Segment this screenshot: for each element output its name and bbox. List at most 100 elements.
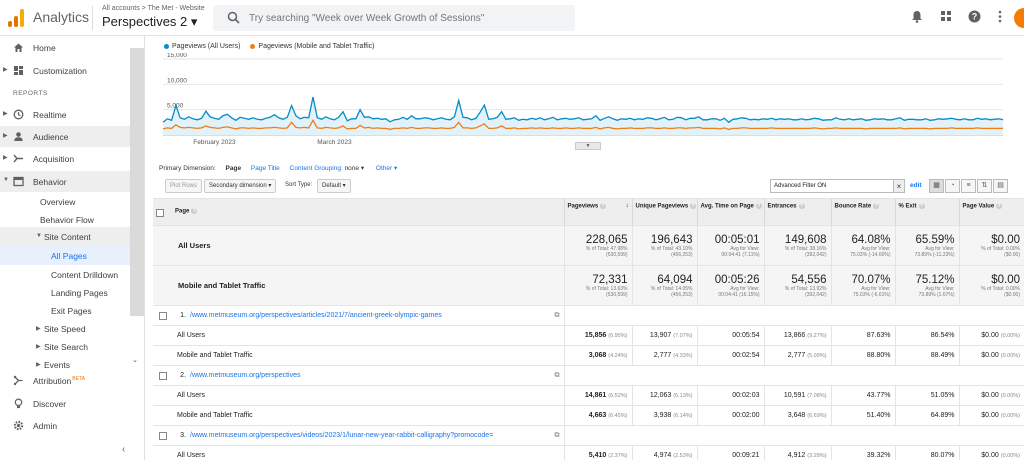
sidebar-item-events[interactable]: ▶ Events	[0, 355, 130, 374]
chart-legend: Pageviews (All Users) Pageviews (Mobile …	[164, 43, 383, 50]
help-icon[interactable]: ?	[996, 203, 1003, 209]
edit-filter-link[interactable]: edit	[910, 182, 922, 189]
pivot-view-icon[interactable]: ▤	[993, 179, 1008, 193]
sidebar-item-overview[interactable]: Overview	[0, 191, 130, 212]
sort-arrow-icon[interactable]: ↓	[625, 203, 629, 209]
apps-grid-icon[interactable]	[938, 10, 954, 26]
page-link[interactable]: /www.metmuseum.org/perspectives	[190, 371, 301, 379]
behavior-icon	[13, 176, 24, 187]
column-header-pageviews[interactable]: Pageviews? ↓	[563, 198, 632, 226]
legend-item-all-users[interactable]: Pageviews (All Users)	[164, 43, 240, 50]
help-icon[interactable]: ?	[600, 203, 607, 209]
sidebar-item-site-content[interactable]: ▼ Site Content	[0, 227, 130, 246]
help-icon[interactable]: ?	[191, 208, 198, 214]
content-grouping-label[interactable]: Content Grouping:	[289, 165, 343, 172]
sidebar-item-audience[interactable]: ▶ Audience	[0, 126, 130, 147]
chart-collapse-button[interactable]: ▼	[575, 142, 601, 150]
content-grouping-value[interactable]: none ▾	[344, 165, 365, 172]
open-external-icon[interactable]: ⧉	[554, 431, 560, 439]
column-header-page[interactable]: Page?	[172, 198, 564, 226]
sidebar-item-customization[interactable]: ▶ Customization	[0, 60, 130, 81]
sort-type-dropdown[interactable]: Default ▾	[317, 179, 351, 193]
dimension-page[interactable]: Page	[225, 165, 242, 172]
legend-item-mobile-tablet[interactable]: Pageviews (Mobile and Tablet Traffic)	[250, 43, 375, 50]
sidebar-item-attribution[interactable]: AttributionBETA	[0, 370, 130, 391]
performance-view-icon[interactable]: ≡	[961, 179, 976, 193]
series-line-all-users	[162, 96, 1004, 124]
column-header-unique-pageviews[interactable]: Unique Pageviews?	[631, 198, 697, 226]
help-icon[interactable]: ?	[755, 203, 762, 209]
table-row: All Users 14,861 (6.52%) 12,063 (6.13%) …	[153, 385, 1024, 406]
total-metric: 54,556% of Total: 13.92% (392,042)	[763, 265, 831, 306]
column-header-exit[interactable]: % Exit?	[894, 198, 959, 226]
help-icon[interactable]: ?	[966, 10, 982, 26]
dimension-other-dropdown[interactable]: Other ▾	[375, 165, 398, 172]
row-checkbox-cell[interactable]	[153, 365, 172, 386]
avatar[interactable]	[1014, 8, 1024, 28]
sidebar-item-all-pages[interactable]: All Pages	[0, 246, 130, 265]
table-toolbar: Plot Rows Secondary dimension ▾ Sort Typ…	[159, 178, 1024, 196]
sidebar-item-label: Admin	[33, 421, 58, 431]
sidebar-item-exit-pages[interactable]: Exit Pages	[0, 301, 130, 320]
sidebar-item-content-drilldown[interactable]: Content Drilldown	[0, 265, 130, 284]
row-checkbox[interactable]	[158, 311, 167, 320]
table-view-icon[interactable]: ▦	[929, 179, 944, 193]
sidebar-item-site-speed[interactable]: ▶ Site Speed	[0, 319, 130, 338]
plot-rows-button[interactable]: Plot Rows	[165, 179, 203, 193]
search-input[interactable]	[249, 9, 569, 27]
app-title[interactable]: Analytics	[33, 9, 90, 25]
help-icon[interactable]: ?	[873, 203, 880, 209]
table-row: All Users 15,856 (6.95%) 13,907 (7.07%) …	[153, 325, 1024, 346]
sidebar-item-site-search[interactable]: ▶ Site Search	[0, 337, 130, 356]
column-header-bounce-rate[interactable]: Bounce Rate?	[830, 198, 895, 226]
open-external-icon[interactable]: ⧉	[554, 371, 560, 379]
legend-label: Pageviews (All Users)	[172, 43, 241, 50]
help-icon[interactable]: ?	[690, 203, 697, 209]
sidebar-item-acquisition[interactable]: ▶ Acquisition	[0, 148, 130, 169]
select-all-checkbox[interactable]	[156, 209, 164, 217]
collapse-sidebar-icon[interactable]: ‹	[122, 444, 126, 455]
row-checkbox-cell[interactable]	[153, 425, 172, 446]
comparison-view-icon[interactable]: ⇅	[977, 179, 992, 193]
page-link[interactable]: /www.metmuseum.org/perspectives/videos/2…	[190, 431, 494, 439]
view-selector[interactable]: Perspectives 2 ▾	[102, 14, 198, 29]
help-icon[interactable]: ?	[918, 203, 925, 209]
logo-bar-medium	[14, 16, 18, 27]
analytics-logo-icon[interactable]	[8, 9, 24, 27]
column-header-page-value[interactable]: Page Value?	[958, 198, 1024, 226]
total-metric: $0.00% of Total: 0.00% ($0.00)	[958, 265, 1024, 306]
clear-filter-icon[interactable]: ×	[893, 179, 905, 193]
sidebar-item-admin[interactable]: Admin	[0, 415, 130, 436]
open-external-icon[interactable]: ⧉	[554, 311, 560, 319]
page-link[interactable]: /www.metmuseum.org/perspectives/articles…	[190, 311, 442, 319]
sidebar-item-behavior-flow[interactable]: Behavior Flow	[0, 209, 130, 230]
row-index: 2.	[180, 371, 186, 379]
bell-icon[interactable]	[909, 10, 925, 26]
beta-badge: BETA	[72, 376, 85, 382]
bounce-rate-cell: 88.80%	[830, 345, 895, 366]
search-bar[interactable]	[213, 5, 575, 31]
more-vert-icon[interactable]	[992, 10, 1008, 26]
chevron-down-icon[interactable]: ⌄	[132, 357, 138, 364]
row-checkbox[interactable]	[158, 371, 167, 380]
sidebar-item-landing-pages[interactable]: Landing Pages	[0, 283, 130, 302]
sidebar-item-label: Acquisition	[33, 154, 75, 164]
account-breadcrumb[interactable]: All accounts > The Met - Website	[102, 5, 205, 12]
select-all-header[interactable]	[153, 198, 172, 226]
row-checkbox[interactable]	[158, 431, 167, 440]
sidebar-item-realtime[interactable]: ▶ Realtime	[0, 104, 130, 125]
column-header-entrances[interactable]: Entrances?	[763, 198, 831, 226]
sidebar-item-discover[interactable]: Discover	[0, 393, 130, 414]
column-header-avg-time[interactable]: Avg. Time on Page?	[696, 198, 764, 226]
help-icon[interactable]: ?	[798, 203, 805, 209]
dimension-page-title[interactable]: Page Title	[250, 165, 280, 172]
sidebar-item-label: Exit Pages	[51, 306, 92, 316]
secondary-dimension-dropdown[interactable]: Secondary dimension ▾	[204, 179, 277, 193]
pie-view-icon[interactable]: ◔	[945, 179, 960, 193]
sidebar-item-behavior[interactable]: ▼ Behavior	[0, 171, 130, 192]
sidebar-scrollbar[interactable]	[130, 48, 144, 316]
advanced-filter-field[interactable]: Advanced Filter ON	[770, 179, 902, 193]
sidebar-item-home[interactable]: Home	[0, 37, 130, 58]
row-checkbox-cell[interactable]	[153, 305, 172, 326]
